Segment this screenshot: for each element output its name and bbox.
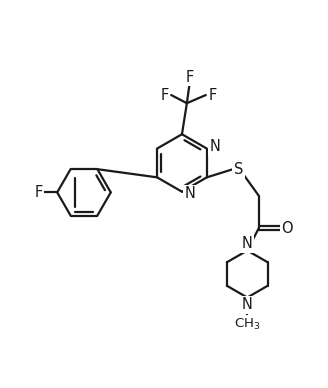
Text: O: O: [281, 221, 293, 236]
Text: F: F: [208, 88, 216, 102]
Text: CH$_3$: CH$_3$: [234, 317, 261, 332]
Text: F: F: [34, 185, 42, 200]
Text: S: S: [234, 162, 243, 177]
Text: F: F: [160, 88, 169, 102]
Text: F: F: [185, 69, 194, 85]
Text: N: N: [242, 236, 253, 251]
Text: N: N: [185, 186, 195, 201]
Text: N: N: [242, 297, 253, 312]
Text: N: N: [210, 139, 220, 154]
